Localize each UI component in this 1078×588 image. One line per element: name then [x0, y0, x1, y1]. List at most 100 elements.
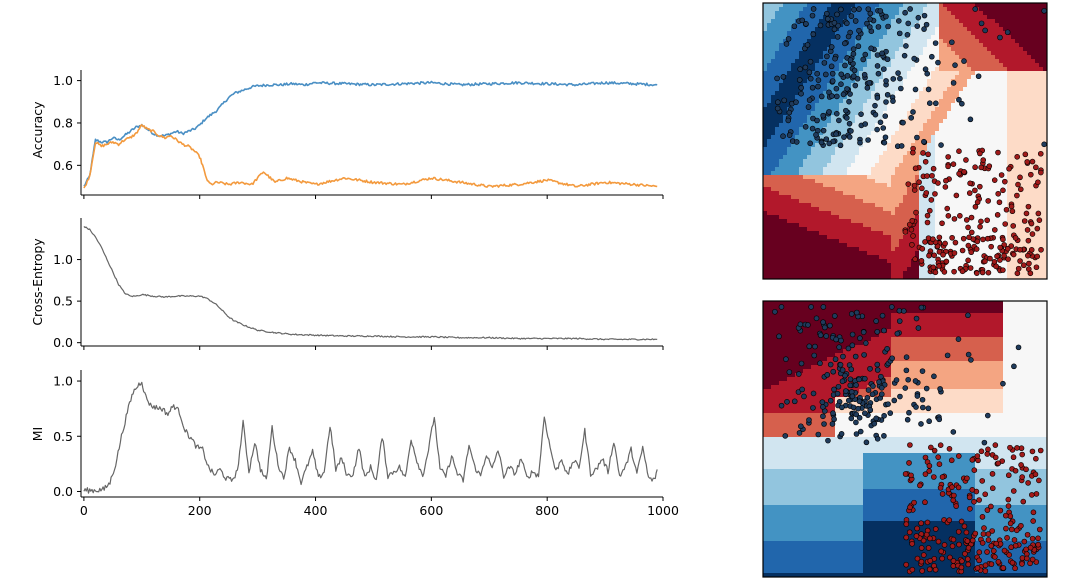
- panel-top-field-cell: [983, 155, 988, 160]
- panel-top-field-cell: [959, 199, 964, 204]
- panel-top-field-cell: [1031, 19, 1036, 24]
- panel-top-field-cell: [855, 275, 860, 279]
- panel-top-field-cell: [995, 271, 1000, 276]
- panel-top-field-cell: [1031, 123, 1036, 128]
- panel-top-field-cell: [819, 91, 824, 96]
- panel-top-field-cell: [855, 163, 860, 168]
- panel-top-field-cell: [919, 3, 924, 8]
- panel-top-field-cell: [955, 187, 960, 192]
- panel-top-field-cell: [767, 31, 772, 36]
- panel-top-field-cell: [1035, 103, 1040, 108]
- panel-top-field-cell: [811, 227, 816, 232]
- panel-top-field-cell: [919, 267, 924, 272]
- panel-top-field-cell: [911, 267, 916, 272]
- panel-top-field-cell: [1019, 139, 1024, 144]
- panel-top-field-cell: [1011, 195, 1016, 200]
- panel-top-field-cell: [987, 15, 992, 20]
- panel-top-field-cell: [991, 43, 996, 48]
- panel-top-field-cell: [839, 43, 844, 48]
- panel-top-field-cell: [1035, 199, 1040, 204]
- panel-top-field-cell: [855, 103, 860, 108]
- panel-top-field-cell: [1019, 235, 1024, 240]
- panel-top-field-cell: [783, 71, 788, 76]
- panel-top-field-cell: [871, 207, 876, 212]
- panel-top-field-cell: [887, 27, 892, 32]
- panel-top-field-cell: [775, 15, 780, 20]
- panel-top-field-cell: [843, 95, 848, 100]
- panel-top-field-cell: [823, 119, 828, 124]
- panel-top-field-cell: [1027, 111, 1032, 116]
- panel-top-field-cell: [947, 159, 952, 164]
- panel-top-field-cell: [951, 99, 956, 104]
- panel-top-field-cell: [795, 131, 800, 136]
- panel-top-field-cell: [803, 187, 808, 192]
- panel-top-field-cell: [811, 143, 816, 148]
- panel-top-field-cell: [1031, 199, 1036, 204]
- panel-top-field-cell: [799, 99, 804, 104]
- panel-top-field-cell: [1011, 131, 1016, 136]
- panel-top-field-cell: [831, 183, 836, 188]
- panel-top-field-cell: [891, 163, 896, 168]
- panel-top-field-cell: [1015, 211, 1020, 216]
- panel-top-field-cell: [1043, 27, 1047, 32]
- panel-top-field-cell: [775, 139, 780, 144]
- panel-top-field-cell: [847, 167, 852, 172]
- panel-top-field-cell: [911, 143, 916, 148]
- panel-top-field-cell: [1011, 123, 1016, 128]
- panel-top-field-cell: [927, 171, 932, 176]
- panel-top-field-cell: [875, 35, 880, 40]
- panel-top-field-cell: [843, 139, 848, 144]
- panel-top-field-cell: [827, 151, 832, 156]
- panel-top-field-cell: [1027, 147, 1032, 152]
- panel-top-field-cell: [863, 103, 868, 108]
- panel-top-field-cell: [899, 103, 904, 108]
- panel-top-field-cell: [895, 3, 900, 8]
- panel-top-field-cell: [883, 7, 888, 12]
- panel-top-field-cell: [943, 71, 948, 76]
- panel-top-field-cell: [891, 23, 896, 28]
- panel-top-field-cell: [1023, 59, 1028, 64]
- panel-top-field-cell: [867, 223, 872, 228]
- panel-top-field-cell: [1035, 59, 1040, 64]
- panel-top-field-cell: [983, 115, 988, 120]
- panel-top-field-cell: [883, 183, 888, 188]
- panel-top-field-cell: [815, 267, 820, 272]
- panel-top-field-cell: [1007, 11, 1012, 16]
- panel-top-field-cell: [1043, 239, 1047, 244]
- panel-top-field-cell: [811, 275, 816, 279]
- panel-top-field-cell: [955, 271, 960, 276]
- panel-top-field-cell: [943, 131, 948, 136]
- panel-top-field-cell: [919, 147, 924, 152]
- panel-top-field-cell: [995, 119, 1000, 124]
- panel-top-field-cell: [799, 175, 804, 180]
- panel-top-field-cell: [1015, 187, 1020, 192]
- panel-top-field-cell: [935, 203, 940, 208]
- panel-top-field-cell: [815, 207, 820, 212]
- panel-top-field-cell: [1035, 79, 1040, 84]
- panel-top-field-cell: [915, 143, 920, 148]
- panel-top-field-cell: [1007, 99, 1012, 104]
- panel-top-field-cell: [831, 179, 836, 184]
- panel-top-field-cell: [775, 27, 780, 32]
- panel-top-field-cell: [931, 211, 936, 216]
- panel-top-field-cell: [999, 151, 1004, 156]
- panel-top-field-cell: [915, 251, 920, 256]
- panel-top-field-cell: [1007, 55, 1012, 60]
- panel-top-field-cell: [859, 235, 864, 240]
- panel-top-field-cell: [875, 243, 880, 248]
- panel-top-field-cell: [959, 75, 964, 80]
- panel-top-field-cell: [967, 15, 972, 20]
- panel-top-field-cell: [995, 95, 1000, 100]
- panel-top-field-cell: [891, 123, 896, 128]
- panel-top-field-cell: [867, 171, 872, 176]
- panel-top-field-cell: [939, 23, 944, 28]
- panel-top-field-cell: [1023, 163, 1028, 168]
- panel-top-field-cell: [811, 271, 816, 276]
- panel-top-field-cell: [1031, 11, 1036, 16]
- panel-top-field-cell: [943, 55, 948, 60]
- panel-top-field-cell: [963, 199, 968, 204]
- panel-top-field-cell: [975, 119, 980, 124]
- panel-top-field-cell: [1027, 35, 1032, 40]
- panel-top-field-cell: [767, 23, 772, 28]
- panel-top-field-cell: [991, 195, 996, 200]
